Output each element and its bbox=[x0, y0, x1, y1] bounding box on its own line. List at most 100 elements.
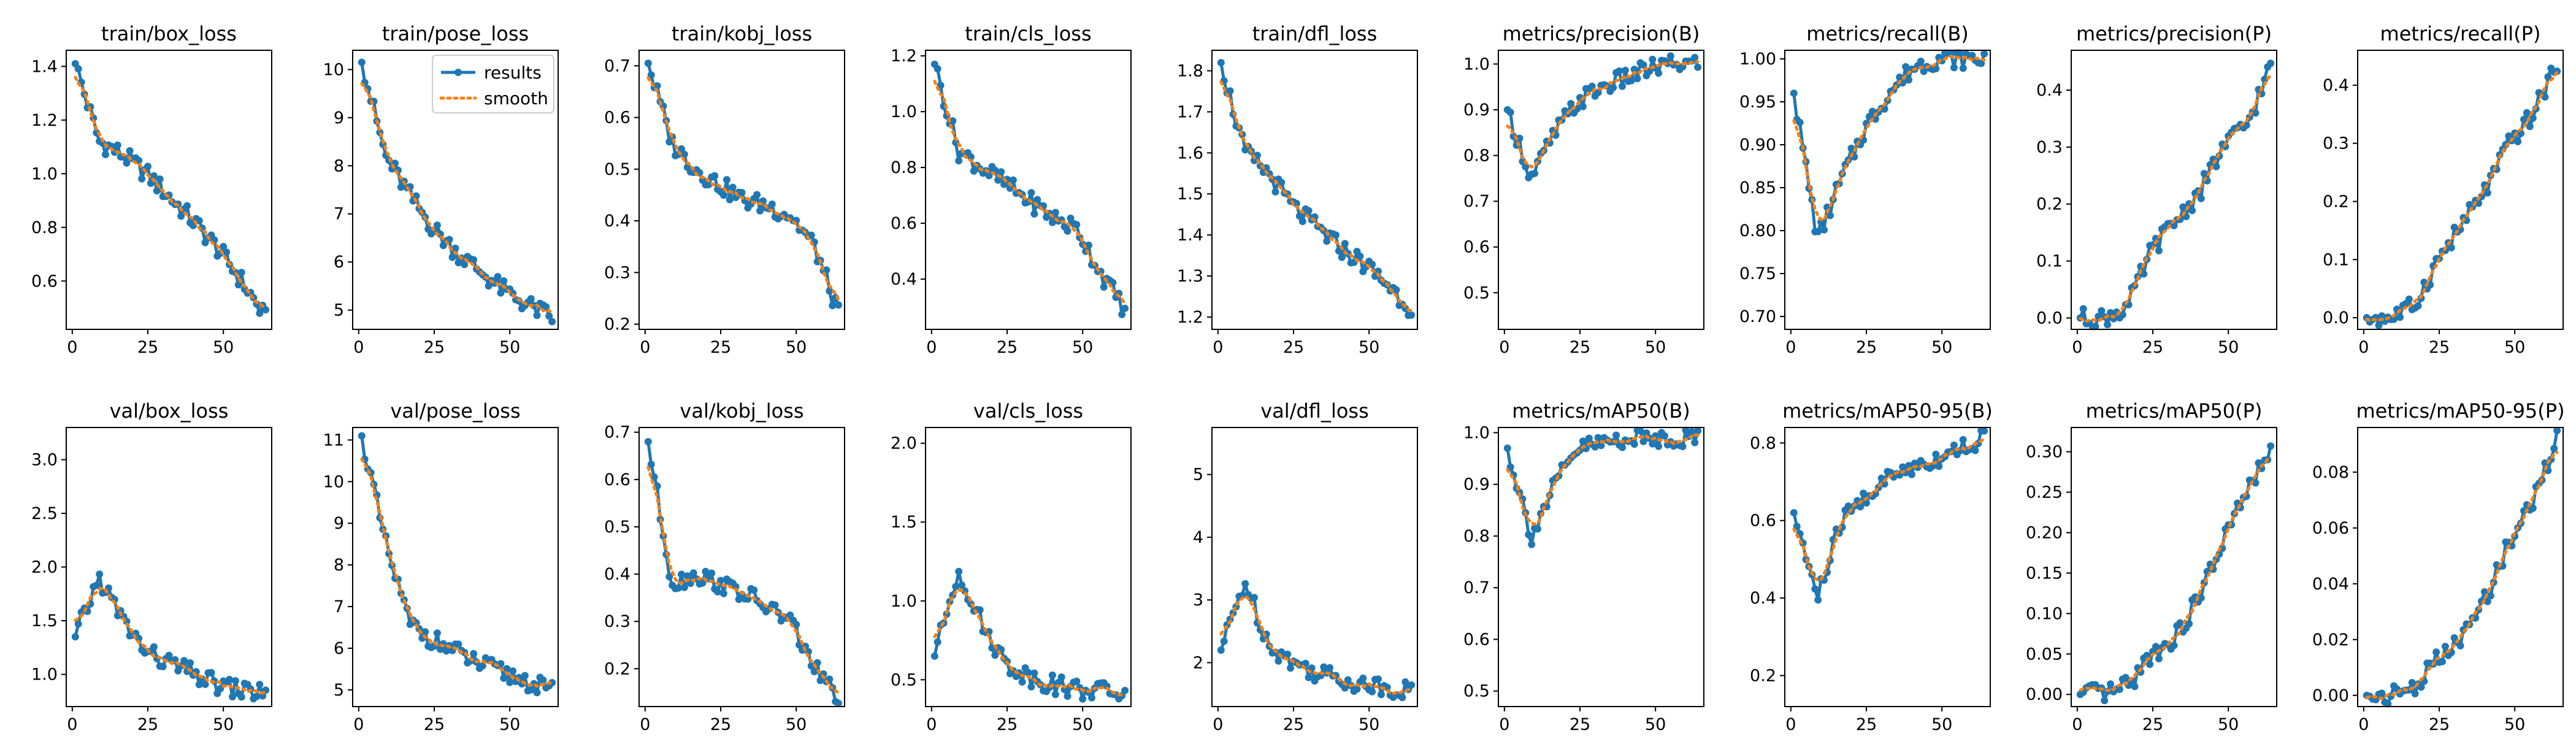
results-point bbox=[533, 689, 541, 697]
results-point bbox=[1006, 184, 1014, 192]
results-point bbox=[1627, 77, 1635, 85]
results-line bbox=[646, 63, 840, 307]
y-tick-label: 1.0 bbox=[31, 164, 58, 183]
results-point bbox=[1619, 443, 1626, 451]
results-point bbox=[1048, 671, 1056, 679]
results-point bbox=[1630, 440, 1638, 448]
results-point bbox=[1585, 434, 1593, 442]
panel-title: val/pose_loss bbox=[390, 399, 520, 423]
results-point bbox=[1597, 442, 1605, 450]
x-tick-label: 25 bbox=[2142, 715, 2163, 734]
x-tick-label: 25 bbox=[1570, 715, 1590, 734]
y-tick-label: 0.2 bbox=[2036, 195, 2063, 214]
x-tick-label: 0 bbox=[640, 715, 650, 734]
y-tick-label: 2 bbox=[1193, 653, 1203, 672]
y-tick-label: 0.85 bbox=[1739, 178, 1776, 197]
results-point bbox=[729, 183, 737, 191]
results-point bbox=[1516, 134, 1524, 142]
y-tick-label: 0.00 bbox=[2312, 686, 2349, 705]
results-point bbox=[2514, 137, 2522, 145]
y-tick-label: 0.5 bbox=[604, 160, 631, 179]
results-point bbox=[807, 231, 815, 239]
results-point bbox=[835, 301, 843, 309]
results-point bbox=[2197, 194, 2205, 202]
results-point bbox=[1980, 427, 1988, 435]
results-point bbox=[71, 633, 79, 641]
legend-results-label: results bbox=[484, 63, 542, 83]
results-point bbox=[144, 163, 151, 171]
legend: results smooth bbox=[432, 55, 554, 113]
y-tick-label: 7 bbox=[334, 597, 344, 616]
results-point bbox=[1503, 444, 1511, 452]
y-tick-label: 0.8 bbox=[891, 158, 917, 177]
panel-metrics-recall-p: metrics/recall(P) 0.0 0.1 0.2 0.3 0.4 0 25 50 bbox=[2323, 22, 2564, 357]
results-point bbox=[2146, 661, 2154, 669]
smooth-line bbox=[933, 79, 1127, 305]
results-point bbox=[2529, 504, 2537, 512]
x-tick-label: 50 bbox=[2504, 715, 2525, 734]
y-tick-label: 0.80 bbox=[1739, 221, 1776, 240]
results-point bbox=[1971, 447, 1979, 454]
results-point bbox=[2131, 683, 2139, 691]
results-point bbox=[826, 287, 834, 295]
results-point bbox=[262, 306, 270, 313]
results-point bbox=[829, 302, 837, 310]
smooth-line bbox=[1506, 432, 1700, 526]
results-point bbox=[2550, 445, 2558, 453]
smooth-line bbox=[360, 82, 554, 314]
results-point bbox=[1051, 209, 1059, 217]
results-point bbox=[93, 581, 101, 589]
results-point bbox=[448, 253, 456, 261]
results-point bbox=[1905, 76, 1912, 84]
results-line bbox=[2366, 430, 2559, 705]
results-point bbox=[985, 172, 993, 180]
results-point bbox=[1977, 59, 1985, 67]
results-point bbox=[949, 117, 957, 125]
results-point bbox=[1950, 64, 1958, 72]
panel-title: metrics/mAP50-95(B) bbox=[1782, 399, 1993, 423]
results-point bbox=[1295, 212, 1303, 220]
results-point bbox=[497, 289, 505, 297]
results-point bbox=[156, 175, 164, 183]
results-point bbox=[1275, 657, 1282, 665]
results-point bbox=[1344, 676, 1352, 684]
results-point bbox=[229, 693, 236, 700]
results-point bbox=[220, 243, 228, 250]
results-point bbox=[647, 71, 655, 79]
x-tick-label: 0 bbox=[1785, 715, 1796, 734]
results-point bbox=[1682, 426, 1690, 434]
results-point bbox=[470, 256, 478, 264]
results-point bbox=[678, 570, 685, 578]
results-point bbox=[2375, 321, 2383, 329]
results-point bbox=[675, 584, 682, 592]
results-point bbox=[1863, 499, 1870, 507]
results-point bbox=[1356, 252, 1364, 260]
results-point bbox=[1531, 169, 1539, 177]
results-point bbox=[201, 680, 209, 688]
results-point bbox=[1018, 678, 1026, 686]
y-tick-label: 0.5 bbox=[604, 518, 631, 537]
y-tick-label: 0.4 bbox=[891, 270, 917, 289]
results-point bbox=[1820, 226, 1828, 234]
y-tick-label: 0.04 bbox=[2312, 575, 2349, 594]
y-tick-label: 1.2 bbox=[1177, 308, 1203, 327]
results-point bbox=[683, 572, 691, 580]
results-point bbox=[1956, 49, 1964, 57]
results-point bbox=[1326, 664, 1334, 672]
panel-title: metrics/recall(P) bbox=[2380, 22, 2541, 45]
results-point bbox=[180, 657, 188, 665]
x-tick-label: 25 bbox=[424, 338, 445, 357]
smooth-line bbox=[2079, 74, 2272, 323]
x-tick-label: 50 bbox=[499, 338, 520, 357]
results-point bbox=[442, 647, 450, 655]
results-point bbox=[1057, 673, 1065, 681]
results-point bbox=[1220, 637, 1228, 645]
y-tick-label: 0.02 bbox=[2312, 631, 2349, 650]
y-tick-label: 0.7 bbox=[604, 423, 631, 442]
axes-frame bbox=[352, 427, 559, 707]
results-point bbox=[1284, 650, 1292, 658]
y-tick-label: 0.00 bbox=[2026, 685, 2063, 704]
results-point bbox=[665, 573, 673, 581]
results-point bbox=[1305, 673, 1313, 681]
